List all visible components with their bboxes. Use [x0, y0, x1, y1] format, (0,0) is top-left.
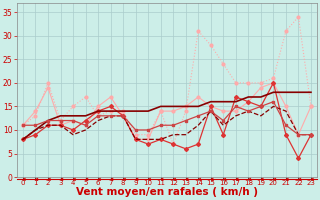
- X-axis label: Vent moyen/en rafales ( km/h ): Vent moyen/en rafales ( km/h ): [76, 187, 258, 197]
